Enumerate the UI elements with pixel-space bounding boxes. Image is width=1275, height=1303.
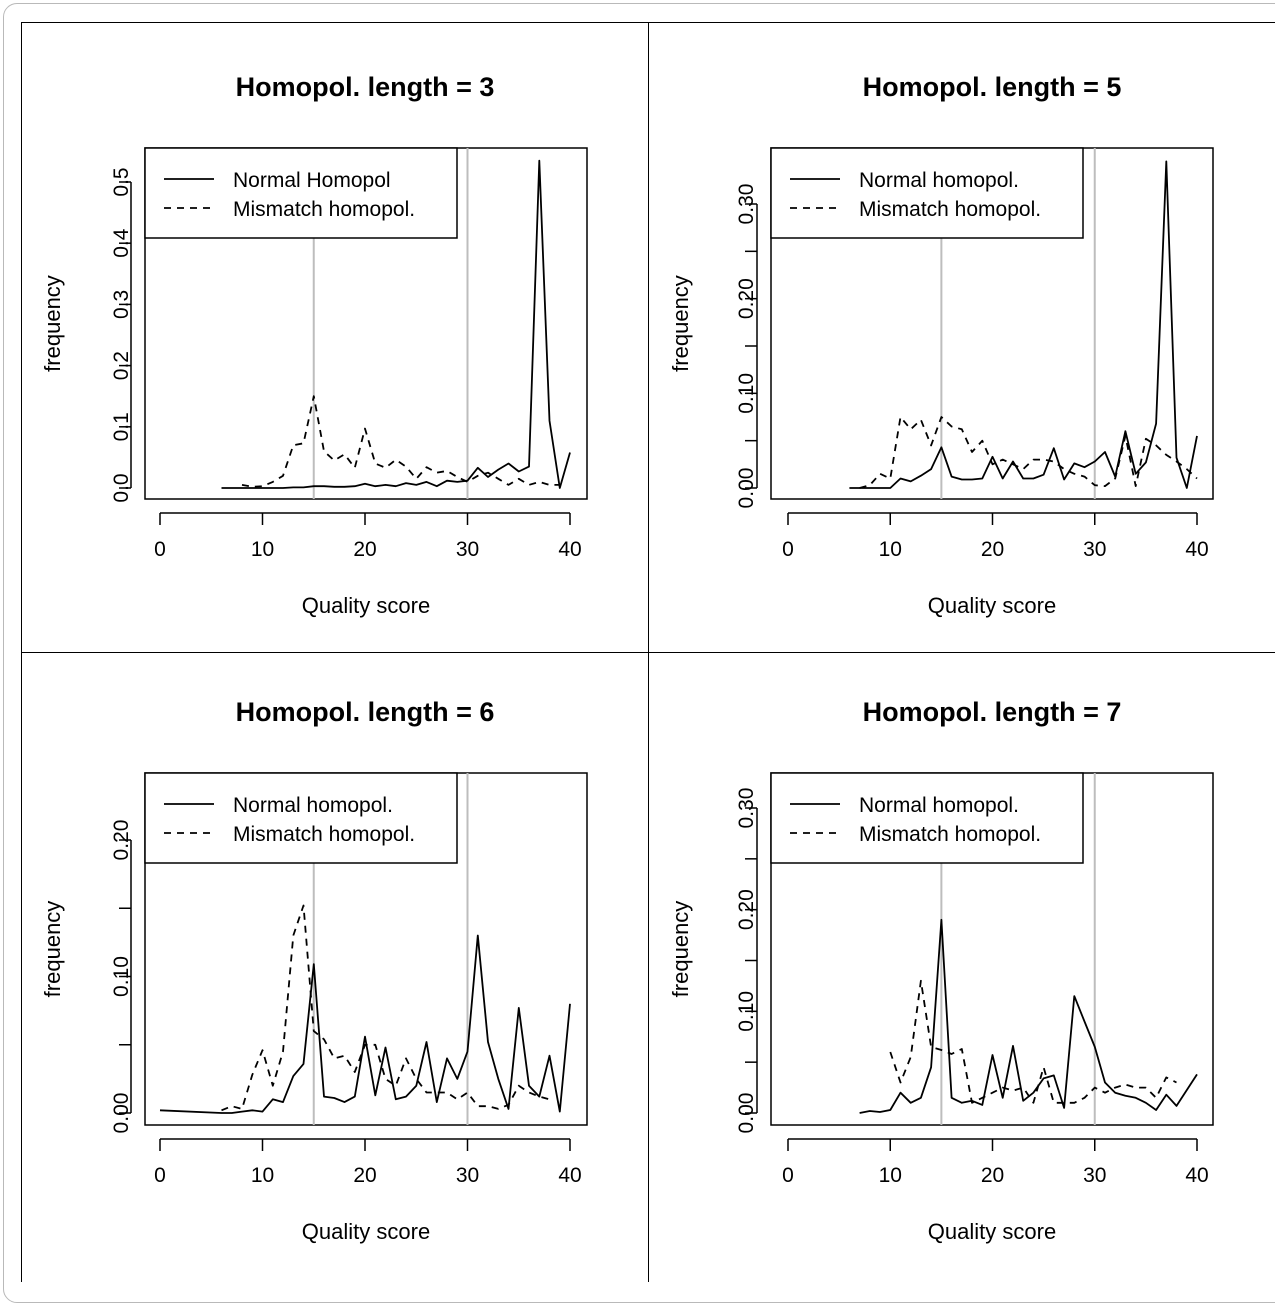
series-line-mismatch bbox=[221, 904, 550, 1112]
x-tick-label: 30 bbox=[1083, 1164, 1106, 1187]
chart-panel-3: Homopol. length = 6 0 10 20 30 40 Quality scor… bbox=[40, 697, 588, 1244]
x-tick-label: 20 bbox=[981, 1164, 1004, 1187]
chart-panel-2: Homopol. length = 5 0 10 20 30 40 Quality scor… bbox=[668, 72, 1214, 618]
x-tick-label: 40 bbox=[558, 538, 581, 561]
x-tick-label: 20 bbox=[353, 1164, 376, 1187]
x-tick-label: 40 bbox=[558, 1164, 581, 1187]
figure-frame: Homopol. length = 3 0 10 20 30 40 Quality scor… bbox=[3, 3, 1275, 1303]
y-axis-label: frequency bbox=[668, 901, 693, 998]
legend-box bbox=[770, 772, 1084, 864]
x-tick-label: 0 bbox=[782, 1164, 794, 1187]
chart-title: Homopol. length = 3 bbox=[236, 72, 495, 102]
y-tick-label: 0.10 bbox=[110, 956, 133, 997]
x-tick-label: 10 bbox=[251, 538, 274, 561]
y-tick-label: 0.0 bbox=[110, 473, 133, 502]
y-tick-label: 0.10 bbox=[735, 991, 758, 1032]
x-tick-label: 20 bbox=[353, 538, 376, 561]
x-axis-label: Quality score bbox=[302, 1219, 430, 1244]
x-tick-label: 0 bbox=[782, 538, 794, 561]
series-line-normal bbox=[859, 918, 1198, 1114]
x-axis-label: Quality score bbox=[928, 1219, 1056, 1244]
legend-label: Mismatch homopol. bbox=[233, 823, 415, 846]
legend-label: Normal Homopol bbox=[233, 169, 391, 192]
x-tick-label: 30 bbox=[1083, 538, 1106, 561]
x-tick-label: 10 bbox=[251, 1164, 274, 1187]
legend-label: Mismatch homopol. bbox=[233, 198, 415, 221]
y-tick-label: 0.10 bbox=[735, 373, 758, 414]
y-tick-label: 0.2 bbox=[110, 351, 133, 380]
series-line-normal bbox=[849, 160, 1198, 489]
y-tick-label: 0.1 bbox=[110, 412, 133, 441]
chart-title: Homopol. length = 7 bbox=[863, 697, 1122, 727]
y-axis-label: frequency bbox=[40, 275, 65, 372]
chart-title: Homopol. length = 5 bbox=[863, 72, 1122, 102]
panel-horizontal-divider bbox=[21, 652, 1275, 653]
y-tick-label: 0.5 bbox=[110, 167, 133, 196]
series-line-normal bbox=[159, 934, 571, 1114]
x-tick-label: 20 bbox=[981, 538, 1004, 561]
y-tick-label: 0.30 bbox=[735, 184, 758, 225]
legend-box bbox=[770, 147, 1084, 239]
x-tick-label: 30 bbox=[456, 1164, 479, 1187]
series-line-mismatch bbox=[859, 416, 1198, 489]
series-line-normal bbox=[221, 159, 571, 489]
legend-label: Mismatch homopol. bbox=[859, 198, 1041, 221]
y-tick-label: 0.30 bbox=[735, 788, 758, 829]
legend-box bbox=[144, 147, 458, 239]
y-tick-label: 0.20 bbox=[735, 278, 758, 319]
x-tick-label: 0 bbox=[154, 538, 166, 561]
chart-panel-1: Homopol. length = 3 0 10 20 30 40 Quality scor… bbox=[40, 72, 588, 618]
legend-label: Normal homopol. bbox=[233, 794, 393, 817]
y-tick-label: 0.4 bbox=[110, 228, 133, 258]
legend-box bbox=[144, 772, 458, 864]
charts-canvas: Homopol. length = 3 0 10 20 30 40 Quality scor… bbox=[40, 72, 1214, 1244]
x-tick-label: 10 bbox=[879, 1164, 902, 1187]
y-tick-label: 0.20 bbox=[110, 820, 133, 861]
y-tick-label: 0.00 bbox=[735, 468, 758, 509]
y-axis-label: frequency bbox=[40, 901, 65, 998]
x-tick-label: 30 bbox=[456, 538, 479, 561]
legend-label: Mismatch homopol. bbox=[859, 823, 1041, 846]
x-tick-label: 10 bbox=[879, 538, 902, 561]
y-tick-label: 0.20 bbox=[735, 889, 758, 930]
chart-panel-4: Homopol. length = 7 0 10 20 30 40 Quality scor… bbox=[668, 697, 1214, 1244]
x-axis-label: Quality score bbox=[928, 593, 1056, 618]
chart-title: Homopol. length = 6 bbox=[236, 697, 495, 727]
series-line-mismatch bbox=[241, 395, 560, 488]
y-tick-label: 0.00 bbox=[110, 1093, 133, 1134]
x-tick-label: 40 bbox=[1185, 538, 1208, 561]
y-tick-label: 0.3 bbox=[110, 290, 133, 319]
x-tick-label: 0 bbox=[154, 1164, 166, 1187]
x-axis-label: Quality score bbox=[302, 593, 430, 618]
y-axis-label: frequency bbox=[668, 275, 693, 372]
series-line-mismatch bbox=[889, 979, 1177, 1104]
legend-label: Normal homopol. bbox=[859, 169, 1019, 192]
y-tick-label: 0.00 bbox=[735, 1093, 758, 1134]
x-tick-label: 40 bbox=[1185, 1164, 1208, 1187]
legend-label: Normal homopol. bbox=[859, 794, 1019, 817]
